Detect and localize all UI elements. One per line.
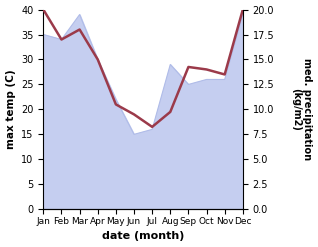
Y-axis label: med. precipitation
(kg/m2): med. precipitation (kg/m2) (291, 58, 313, 161)
X-axis label: date (month): date (month) (102, 231, 184, 242)
Y-axis label: max temp (C): max temp (C) (5, 70, 16, 149)
